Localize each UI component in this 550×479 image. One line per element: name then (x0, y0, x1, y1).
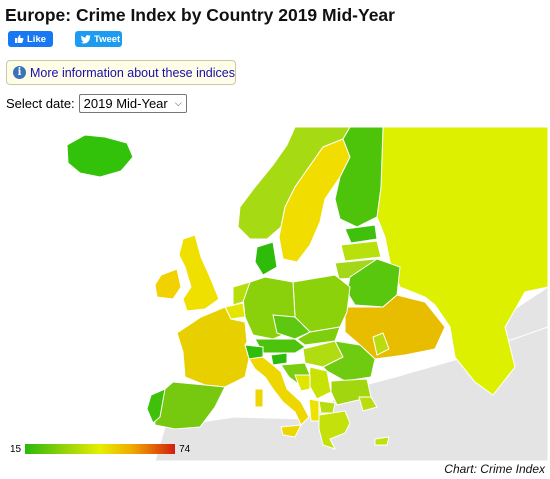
map-country-uk[interactable] (178, 234, 220, 312)
map-country-france[interactable] (176, 306, 250, 388)
map-country-ireland[interactable] (154, 268, 182, 300)
map-country-italy[interactable] (248, 356, 310, 426)
more-info-box[interactable]: i More information about these indices (6, 60, 236, 85)
map-country-greece[interactable] (318, 410, 351, 450)
page-title: Europe: Crime Index by Country 2019 Mid-… (5, 5, 395, 25)
map-country-albania[interactable] (308, 398, 320, 422)
tweet-button[interactable]: Tweet (75, 31, 122, 47)
legend-min-label: 15 (10, 443, 22, 455)
chart-credit: Chart: Crime Index (444, 462, 545, 476)
map-country-cyprus[interactable] (374, 436, 390, 446)
map-country-denmark[interactable] (254, 241, 278, 276)
date-select-value: 2019 Mid-Year (83, 95, 168, 111)
date-filter: Select date: 2019 Mid-Year ⌵ (6, 93, 187, 113)
map-country-latvia[interactable] (340, 240, 382, 262)
map-country-italy-sicily[interactable] (280, 424, 302, 438)
map-country-slovakia[interactable] (296, 326, 341, 346)
map-country-turkey[interactable] (358, 396, 378, 412)
like-label: Like (27, 33, 47, 45)
date-filter-label: Select date: (6, 95, 75, 111)
map-country-netherlands[interactable] (232, 281, 251, 306)
more-info-link[interactable]: More information about these indices (30, 65, 235, 80)
twitter-bird-icon (81, 34, 91, 44)
map-country-finland[interactable] (334, 127, 384, 228)
facebook-like-button[interactable]: Like (8, 31, 53, 47)
legend-gradient-bar (25, 444, 176, 454)
map-country-slovenia[interactable] (270, 352, 288, 366)
tweet-label: Tweet (94, 33, 121, 45)
legend-max-label: 74 (179, 443, 191, 455)
map-country-bosnia[interactable] (294, 374, 311, 392)
map-country-portugal[interactable] (146, 388, 166, 424)
map-country-estonia[interactable] (344, 224, 378, 244)
map-country-russia[interactable] (376, 127, 548, 396)
map-country-ukraine[interactable] (344, 294, 446, 360)
map-country-north-macedonia[interactable] (318, 400, 336, 414)
map-country-iceland[interactable] (66, 134, 134, 178)
map-country-italy-sardinia[interactable] (254, 388, 264, 408)
chevron-down-icon: ⌵ (174, 97, 182, 108)
date-select[interactable]: 2019 Mid-Year ⌵ (78, 93, 187, 113)
europe-crime-map[interactable] (5, 127, 548, 461)
map-country-moldova[interactable] (372, 332, 390, 356)
info-icon: i (13, 66, 26, 79)
thumbs-up-icon (14, 34, 24, 44)
map-legend: 15 74 (10, 441, 190, 457)
